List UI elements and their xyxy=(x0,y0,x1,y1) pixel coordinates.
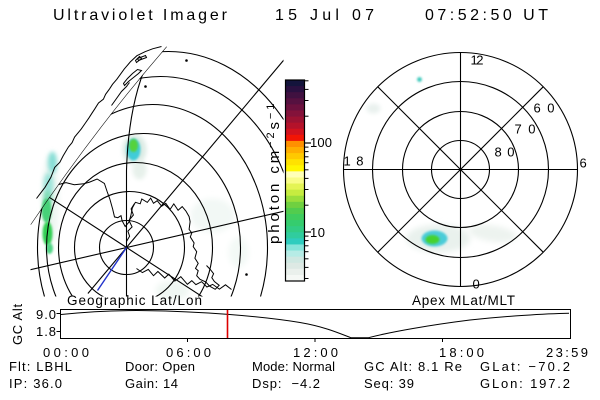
svg-text:06:00: 06:00 xyxy=(166,345,211,360)
svg-text:GC Alt: 8.1 Re: GC Alt: 8.1 Re xyxy=(364,359,462,374)
svg-text:6: 6 xyxy=(580,156,587,171)
svg-text:12:00: 12:00 xyxy=(293,345,338,360)
svg-text:Door: Open: Door: Open xyxy=(125,359,195,374)
svg-text:GLat: −70.2: GLat: −70.2 xyxy=(480,359,570,374)
svg-text:18:00: 18:00 xyxy=(439,345,484,360)
svg-text:23:59: 23:59 xyxy=(546,345,588,360)
svg-text:Gain: 14: Gain: 14 xyxy=(125,376,178,391)
svg-text:15 Jul 07: 15 Jul 07 xyxy=(275,7,374,24)
svg-text:1.8: 1.8 xyxy=(36,324,56,339)
svg-text:Apex MLat/MLT: Apex MLat/MLT xyxy=(412,293,515,308)
svg-text:10: 10 xyxy=(310,225,325,240)
svg-text:Geographic Lat/Lon: Geographic Lat/Lon xyxy=(67,293,202,308)
svg-text:Flt: LBHL: Flt: LBHL xyxy=(9,359,72,374)
svg-text:9.0: 9.0 xyxy=(36,307,56,322)
svg-text:100: 100 xyxy=(310,135,332,150)
svg-text:07:52:50 UT: 07:52:50 UT xyxy=(425,7,548,24)
svg-text:Mode: Normal: Mode: Normal xyxy=(252,359,335,374)
svg-text:00:00: 00:00 xyxy=(43,345,89,360)
svg-text:GLon: 197.2: GLon: 197.2 xyxy=(480,376,570,391)
svg-text:GC Alt: GC Alt xyxy=(10,303,25,345)
svg-text:photon cm−2s−1: photon cm−2s−1 xyxy=(265,101,283,244)
svg-text:IP: 36.0: IP: 36.0 xyxy=(9,376,62,391)
svg-text:0: 0 xyxy=(473,277,480,292)
svg-text:12: 12 xyxy=(471,53,484,68)
svg-text:Seq: 39: Seq: 39 xyxy=(364,376,414,391)
svg-text:Dsp: −4.2: Dsp: −4.2 xyxy=(252,376,320,391)
